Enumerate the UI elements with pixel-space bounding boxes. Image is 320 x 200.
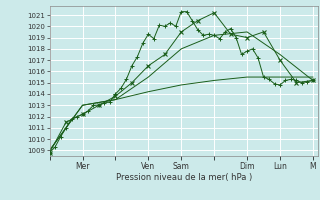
X-axis label: Pression niveau de la mer( hPa ): Pression niveau de la mer( hPa ) [116,173,252,182]
